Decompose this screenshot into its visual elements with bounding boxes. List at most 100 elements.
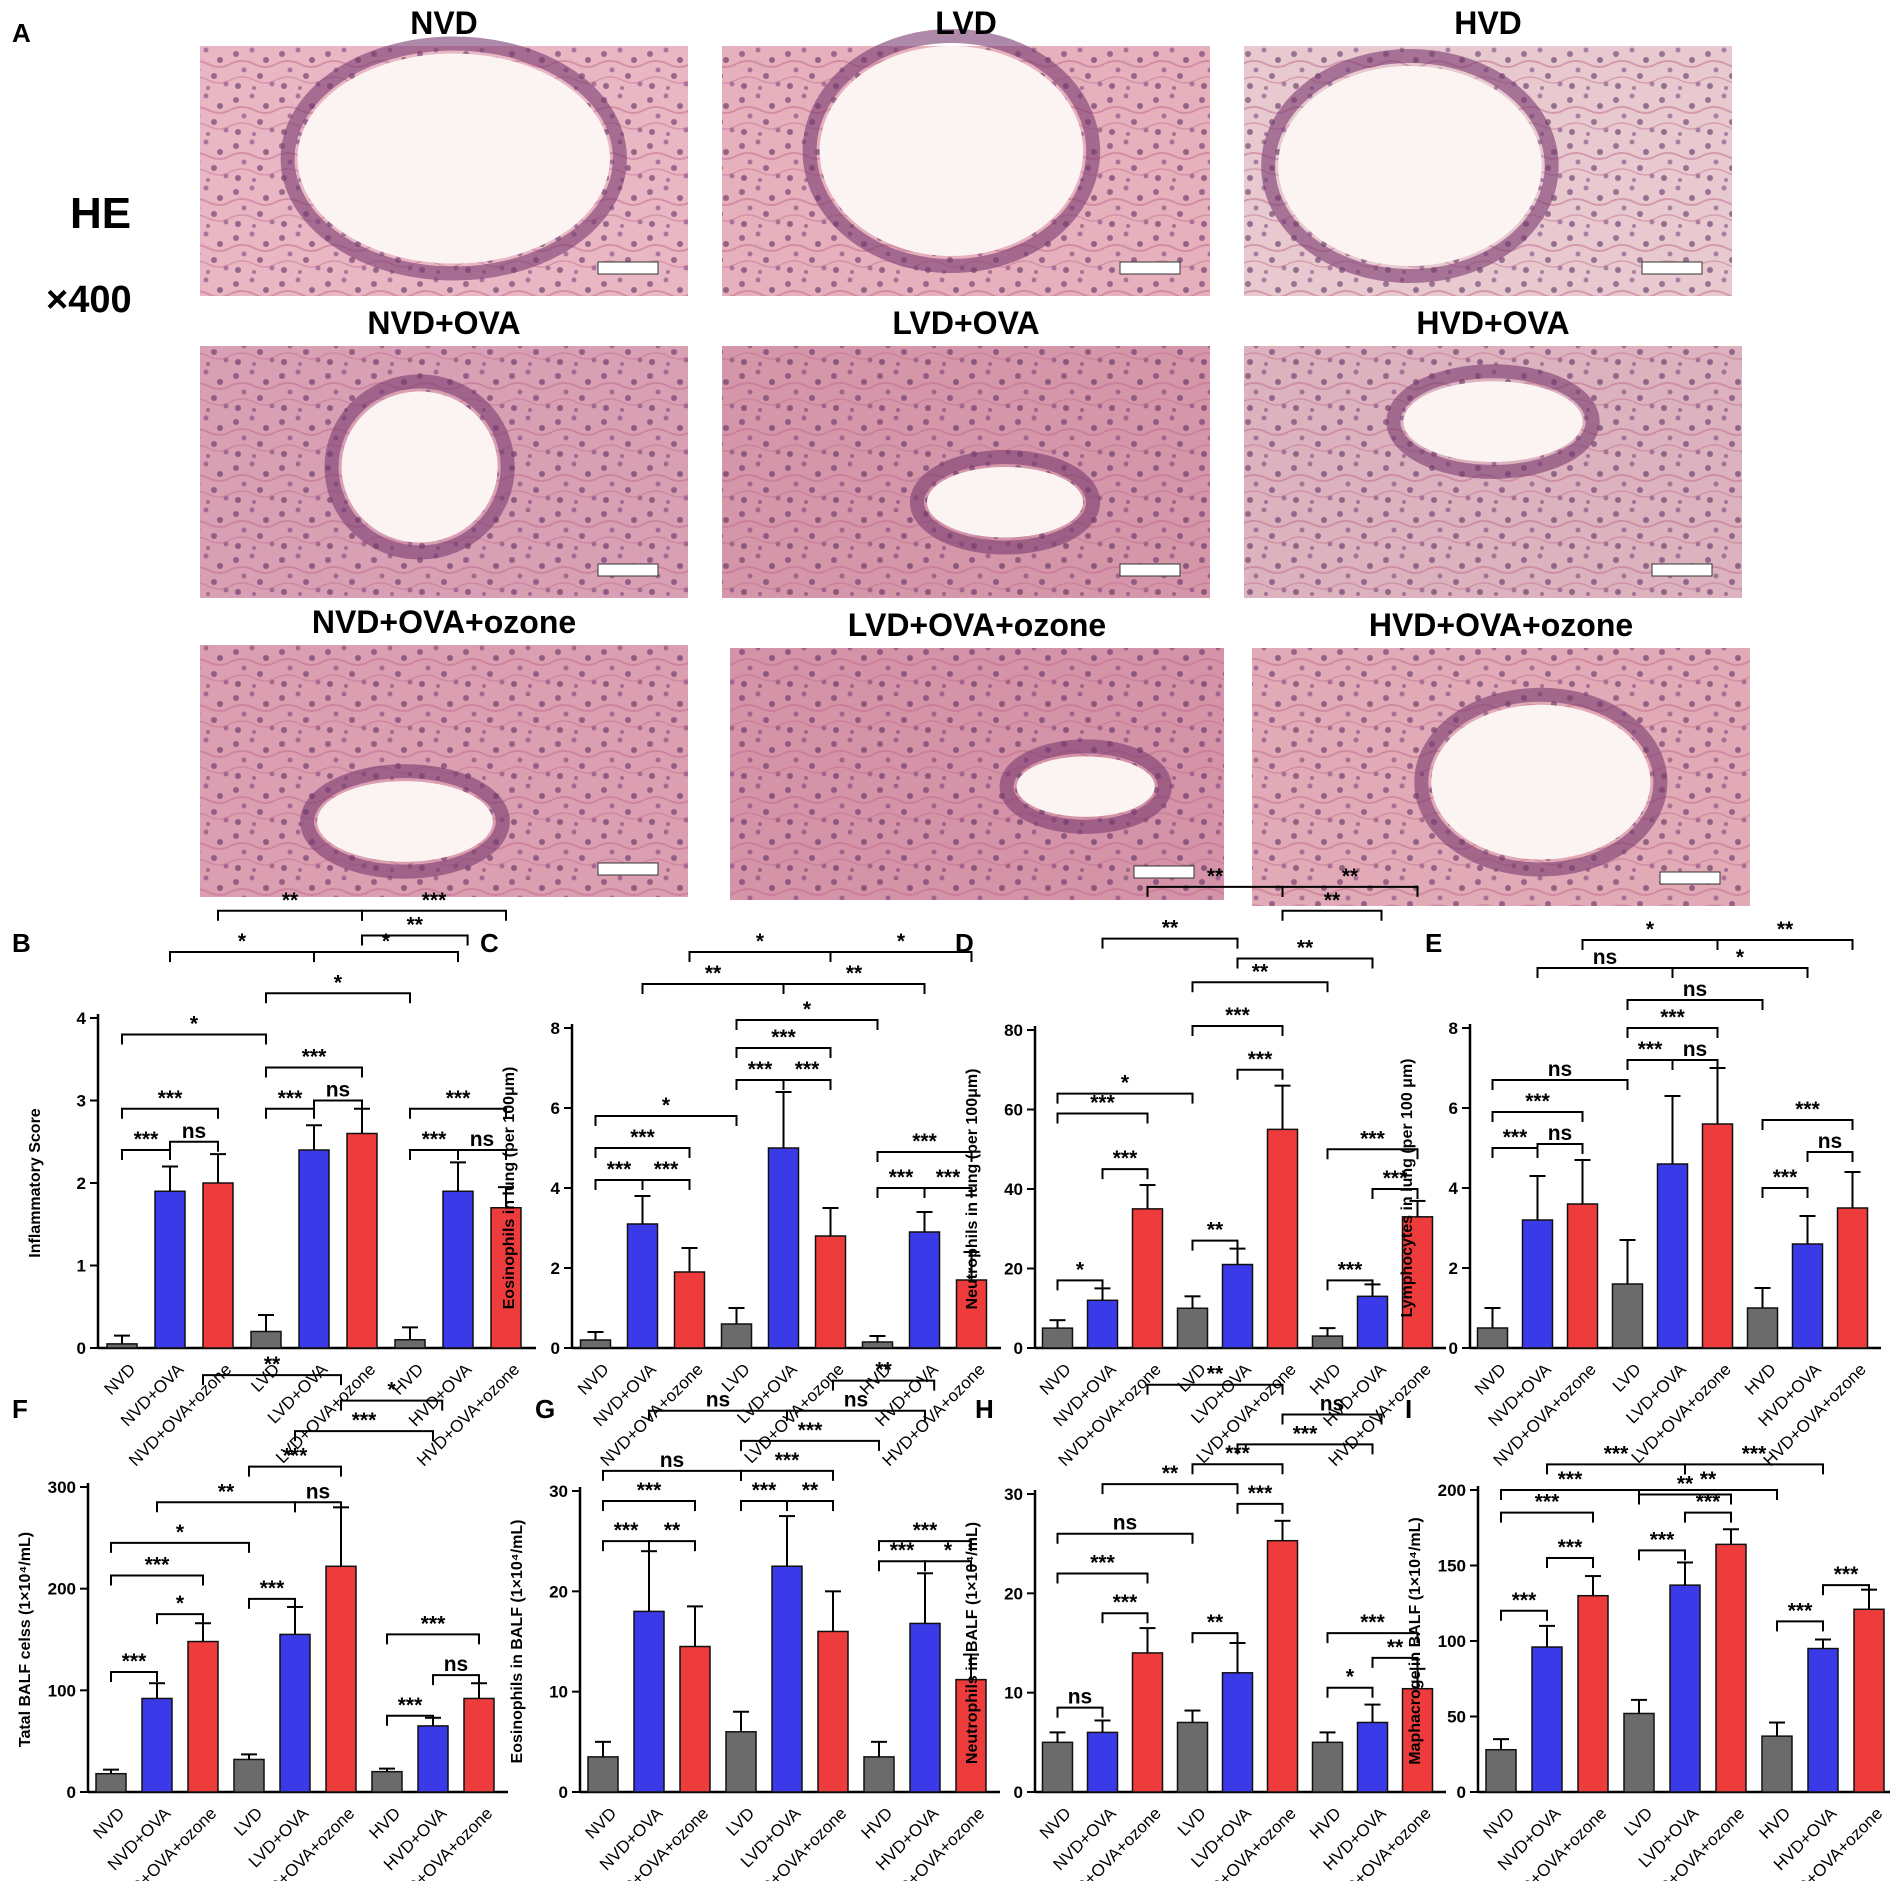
histology-tile: LVD+OVA [722,305,1210,598]
significance-label: ** [1324,889,1341,912]
panel-letter-h: H [975,1394,994,1424]
bar [817,1630,849,1793]
significance-bracket [1500,1489,1640,1500]
category-label: HVD [1741,1360,1780,1399]
category-label: LVD [230,1804,266,1840]
significance-bracket [1761,1187,1809,1198]
bar-chart-f: 0 100 200 300 Tatal BALF celss (1×10⁴/mL) NVD… [17,1353,508,1881]
airway-wall [300,764,510,879]
scale-bar [1119,563,1181,577]
micrograph-texture [730,648,1224,900]
bar-chart-h: 0 10 20 30 Neutrophils in BALF (1×10⁴/mL) NVD… [964,1363,1446,1881]
scale-bar [597,261,659,275]
significance-label: * [388,1379,397,1402]
bar [346,1132,378,1349]
bar [141,1697,173,1793]
significance-label: *** [1503,1126,1528,1149]
bar [490,1207,522,1349]
category-label: NVD [581,1804,620,1843]
significance-label: ** [705,962,722,985]
bar [725,1731,757,1793]
significance-bracket [924,1560,972,1572]
y-tick-label: 150 [1438,1557,1466,1576]
significance-label: *** [278,1087,303,1110]
significance-label: *** [283,1445,308,1468]
significance-label: *** [1696,1491,1721,1514]
histology-label: LVD+OVA+ozone [848,607,1106,643]
scale-bar [597,862,659,876]
bar [861,1341,894,1349]
airway-wall [802,29,1101,273]
y-tick-label: 200 [1438,1481,1466,1500]
significance-bracket [594,1147,691,1158]
significance-label: *** [302,1046,327,1069]
significance-label: ns [660,1449,685,1472]
panel-letter-d: D [955,928,974,958]
bar [1656,1163,1689,1349]
significance-label: ** [218,1480,235,1503]
category-label: HVD [365,1804,404,1843]
scale-bar [1651,563,1713,577]
significance-label: *** [771,1026,796,1049]
significance-bracket [1684,1511,1732,1523]
significance-bracket [782,1079,832,1090]
category-label: HVD [1755,1804,1794,1843]
significance-bracket [1056,1279,1104,1291]
significance-bracket [782,983,926,994]
significance-label: * [662,1094,671,1117]
y-tick-label: 2 [1449,1259,1458,1278]
bar [1356,1721,1389,1793]
histology-label: NVD+OVA+ozone [312,604,576,640]
bar [187,1640,219,1793]
significance-bracket [594,1115,738,1126]
significance-label: *** [446,1087,471,1110]
significance-bracket [1056,1092,1194,1104]
significance-label: *** [1248,1482,1273,1505]
y-axis-label: Inflammatory Score [27,1108,44,1257]
bar [95,1772,127,1793]
significance-bracket [1281,1413,1383,1425]
significance-label: * [1736,946,1745,969]
significance-bracket [1671,967,1809,978]
significance-bracket [1056,1532,1194,1544]
bar [1086,1299,1119,1349]
significance-label: ns [1113,1512,1138,1535]
significance-label: *** [913,1519,938,1542]
significance-label: *** [637,1479,662,1502]
histology-label: HVD [1454,5,1522,41]
significance-bracket [432,1674,480,1686]
significance-bracket [740,1500,788,1512]
significance-label: ns [326,1079,351,1102]
significance-bracket [878,1560,926,1572]
y-tick-label: 0 [1014,1783,1023,1802]
significance-bracket [1101,1168,1149,1180]
significance-label: ** [1162,1462,1179,1485]
significance-bracket [1281,885,1419,897]
scale-bar [1641,261,1703,275]
bar [1401,1687,1434,1793]
bar [767,1147,800,1349]
significance-bracket [265,1066,363,1078]
significance-label: ** [1387,1636,1404,1659]
significance-bracket [1236,1068,1284,1080]
significance-label: * [334,971,343,994]
significance-label: *** [352,1409,377,1432]
significance-bracket [1326,1686,1374,1698]
significance-bracket [923,1187,973,1198]
y-tick-label: 30 [549,1482,568,1501]
significance-label: *** [630,1126,655,1149]
significance-bracket [1101,1483,1239,1495]
significance-bracket [1056,1706,1104,1718]
y-tick-label: 40 [1004,1180,1023,1199]
significance-label: *** [158,1087,183,1110]
significance-bracket [1626,999,1764,1010]
significance-label: *** [1090,1091,1115,1114]
airway-lumen [1278,66,1542,266]
airway-wall [280,36,627,281]
y-tick-label: 60 [1004,1101,1023,1120]
category-label: LVD [1174,1804,1210,1840]
significance-bracket [1546,1556,1594,1568]
significance-label: *** [748,1058,773,1081]
airway-wall [999,739,1172,834]
